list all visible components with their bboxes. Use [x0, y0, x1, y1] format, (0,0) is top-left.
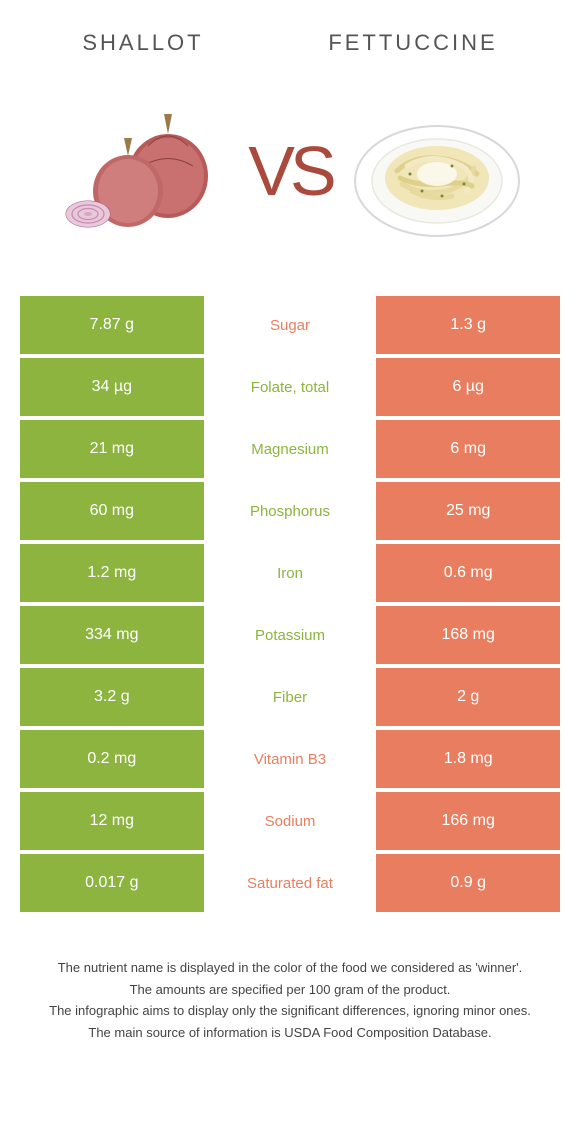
cell-left-value: 7.87 g [20, 296, 204, 354]
cell-nutrient-label: Saturated fat [204, 854, 377, 912]
cell-right-value: 6 mg [376, 420, 560, 478]
table-row: 1.2 mgIron0.6 mg [20, 544, 560, 602]
footer-notes: The nutrient name is displayed in the co… [0, 916, 580, 1064]
cell-nutrient-label: Sodium [204, 792, 377, 850]
cell-right-value: 0.9 g [376, 854, 560, 912]
cell-right-value: 166 mg [376, 792, 560, 850]
food-right-image [352, 86, 522, 256]
cell-nutrient-label: Iron [204, 544, 377, 602]
cell-left-value: 0.017 g [20, 854, 204, 912]
cell-right-value: 168 mg [376, 606, 560, 664]
cell-left-value: 3.2 g [20, 668, 204, 726]
cell-left-value: 21 mg [20, 420, 204, 478]
cell-left-value: 1.2 mg [20, 544, 204, 602]
footer-line: The amounts are specified per 100 gram o… [30, 980, 550, 1000]
cell-nutrient-label: Magnesium [204, 420, 377, 478]
table-row: 60 mgPhosphorus25 mg [20, 482, 560, 540]
cell-left-value: 334 mg [20, 606, 204, 664]
cell-left-value: 0.2 mg [20, 730, 204, 788]
footer-line: The nutrient name is displayed in the co… [30, 958, 550, 978]
cell-right-value: 25 mg [376, 482, 560, 540]
table-row: 0.2 mgVitamin B31.8 mg [20, 730, 560, 788]
cell-left-value: 12 mg [20, 792, 204, 850]
table-row: 334 mgPotassium168 mg [20, 606, 560, 664]
nutrient-table: 7.87 gSugar1.3 g34 µgFolate, total6 µg21… [0, 296, 580, 912]
table-row: 34 µgFolate, total6 µg [20, 358, 560, 416]
table-row: 3.2 gFiber2 g [20, 668, 560, 726]
table-row: 7.87 gSugar1.3 g [20, 296, 560, 354]
cell-right-value: 6 µg [376, 358, 560, 416]
cell-nutrient-label: Fiber [204, 668, 377, 726]
cell-nutrient-label: Vitamin B3 [204, 730, 377, 788]
header-row: Shallot Fettuccine [0, 0, 580, 76]
hero-section: VS [0, 76, 580, 296]
cell-right-value: 1.3 g [376, 296, 560, 354]
footer-line: The main source of information is USDA F… [30, 1023, 550, 1043]
table-row: 12 mgSodium166 mg [20, 792, 560, 850]
food-right-title: Fettuccine [328, 30, 497, 56]
footer-line: The infographic aims to display only the… [30, 1001, 550, 1021]
cell-nutrient-label: Phosphorus [204, 482, 377, 540]
table-row: 0.017 gSaturated fat0.9 g [20, 854, 560, 912]
food-left-image [58, 86, 228, 256]
cell-right-value: 1.8 mg [376, 730, 560, 788]
table-row: 21 mgMagnesium6 mg [20, 420, 560, 478]
cell-left-value: 34 µg [20, 358, 204, 416]
cell-nutrient-label: Folate, total [204, 358, 377, 416]
cell-nutrient-label: Sugar [204, 296, 377, 354]
vs-label: VS [248, 131, 331, 211]
food-left-title: Shallot [82, 30, 203, 56]
cell-nutrient-label: Potassium [204, 606, 377, 664]
cell-left-value: 60 mg [20, 482, 204, 540]
cell-right-value: 2 g [376, 668, 560, 726]
fettuccine-icon [352, 96, 522, 246]
cell-right-value: 0.6 mg [376, 544, 560, 602]
shallot-icon [58, 96, 228, 246]
